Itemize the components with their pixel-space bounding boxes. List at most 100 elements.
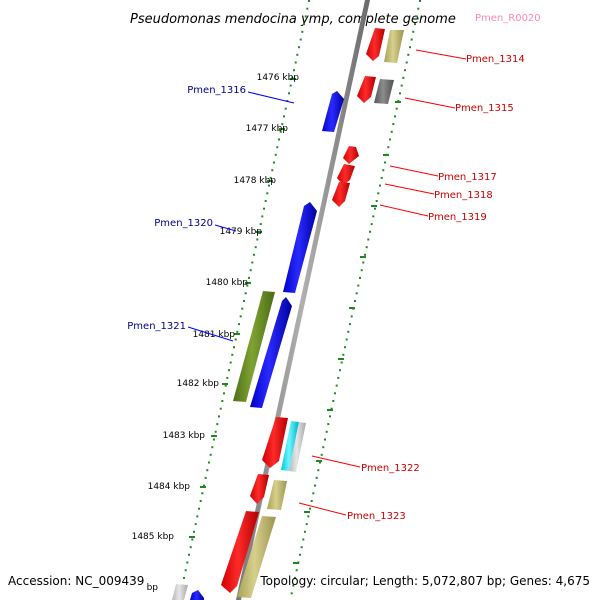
leader-pmen-1319 [379,204,429,217]
track-dot [233,346,235,349]
tick-label: 1483 kbp [163,431,206,441]
track-dot [303,23,305,26]
gene-pmen-1315[interactable] [357,76,376,103]
track-dot [415,15,418,18]
track-dot [223,392,225,395]
gene-khaki-a[interactable] [384,30,404,63]
gene-gray-b[interactable] [374,79,394,104]
track-dot [221,400,224,402]
track-dot [243,300,245,302]
track-dot [203,484,205,487]
gene-label-pmen-1315[interactable]: Pmen_1315 [455,103,514,114]
tick-1484: 1484 kbp [148,482,206,492]
gene-label-pmen-1317[interactable]: Pmen_1317 [438,172,497,183]
track-dot [271,169,274,172]
gene-label-pmen-1321[interactable]: Pmen_1321 [127,321,186,332]
track-dot [266,192,269,195]
track-dot [253,253,255,256]
gene-red-e[interactable] [221,511,259,593]
track-dot [249,269,252,272]
gene-lightgray-f[interactable] [172,584,188,600]
tick-1476: 1476 kbp [257,73,300,83]
track-dot [214,430,217,433]
track-dot [206,469,209,472]
tick-1482: 1482 kbp [177,379,228,389]
leader-pmen-1318 [384,183,435,195]
track-dot [312,492,315,495]
gene-label-pmen-1322[interactable]: Pmen_1322 [361,463,420,474]
track-dot [335,384,338,387]
leader-pmen-1317 [389,165,439,177]
gene-pmen-1322[interactable] [281,421,299,471]
gene-pmen-1316[interactable] [322,91,344,132]
track-dot [244,292,247,295]
gene-pmen-1323[interactable] [267,480,287,510]
gene-label-pmen-1316[interactable]: Pmen_1316 [187,85,246,96]
gene-label-pmen-1320[interactable]: Pmen_1320 [154,218,213,229]
gene-blue-b[interactable] [250,297,292,408]
track-dot [241,307,244,310]
track-dot [399,92,401,95]
leader-pmen-1314 [415,49,467,60]
track-dot [246,284,249,287]
label-leader-lines [187,49,467,516]
track-dot [224,384,227,387]
track-dot [276,146,279,149]
tick-dot-tracks [179,0,421,595]
track-dot [354,300,356,302]
track-dot [294,576,296,579]
track-dot [360,269,363,272]
tick-label: 1476 kbp [257,73,300,83]
gene-pmen-1317[interactable] [343,146,359,164]
tick-label: 1478 kbp [234,176,277,186]
track-dot [379,184,381,187]
track-dot [273,161,275,164]
gene-blue-g[interactable] [190,590,204,600]
track-dot [301,30,304,33]
gene-label-pmen-1318[interactable]: Pmen_1318 [434,190,493,201]
gene-pmen-1319[interactable] [332,182,350,207]
track-dot [320,453,323,456]
gene-label-pmen-1319[interactable]: Pmen_1319 [428,212,487,223]
gene-pmen-1314[interactable] [366,28,385,61]
leader-pmen-1320 [214,224,237,232]
leader-pmen-1323 [298,502,347,516]
track-dot [325,430,328,433]
track-dot [390,130,393,133]
track-dot [324,438,326,441]
gene-red-d[interactable] [250,474,269,504]
track-dot [279,130,282,133]
track-dot [330,407,333,410]
genes-forward-strand [237,28,404,598]
gene-label-pmen-1323[interactable]: Pmen_1323 [347,511,406,522]
gene-label-pmen-r0020[interactable]: Pmen_R0020 [475,13,541,24]
gene-pmen-1321[interactable] [233,291,275,402]
track-dot [307,515,310,518]
gene-pmen-1320[interactable] [283,202,317,293]
gene-red-c[interactable] [262,417,288,468]
tick-mark [293,562,299,564]
track-dot [309,507,311,510]
gene-khaki-e[interactable] [237,516,276,598]
track-dot [234,338,237,341]
tick-mark [360,256,366,258]
track-dot [319,461,321,464]
track-dot [365,246,368,249]
track-dot [400,84,403,87]
track-dot [332,400,335,402]
track-dot [264,200,267,202]
track-dot [284,107,287,110]
gene-pmen-1318[interactable] [337,164,355,185]
track-dot [407,53,410,56]
track-dot [293,69,295,72]
track-dot [314,484,316,487]
gene-label-pmen-1314[interactable]: Pmen_1314 [466,54,525,65]
track-dot [289,84,292,87]
track-dot [350,315,353,318]
tick-mark [383,154,389,156]
track-dot [306,7,309,10]
track-dot [261,215,264,218]
gene-lightgray-c[interactable] [289,422,306,472]
tick-1481: 1481 kbp [193,330,240,340]
track-dot [256,238,259,241]
